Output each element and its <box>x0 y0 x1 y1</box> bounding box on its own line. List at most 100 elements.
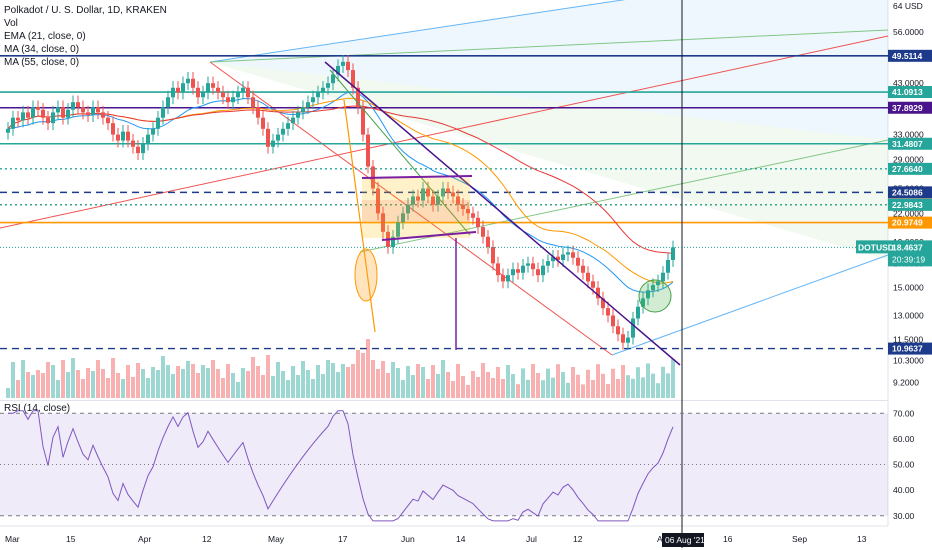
price-tick-label: 64 USD <box>893 1 923 11</box>
candle-body <box>436 196 440 205</box>
candle-body <box>331 74 335 84</box>
candle-body <box>391 236 395 247</box>
volume-bar <box>456 364 460 398</box>
volume-bar <box>436 374 440 398</box>
candle-body <box>136 146 140 154</box>
volume-bar <box>166 365 170 398</box>
legend-title: Polkadot / U. S. Dollar, 1D, KRAKEN <box>4 5 167 16</box>
volume-bar <box>246 371 250 398</box>
volume-bar <box>161 356 165 398</box>
volume-bar <box>481 363 485 398</box>
candle-body <box>396 222 400 237</box>
volume-bar <box>391 362 395 398</box>
volume-bar <box>226 364 230 398</box>
volume-bar <box>536 373 540 398</box>
volume-bar <box>216 369 220 398</box>
candle-body <box>66 109 70 118</box>
flag-bottom-line <box>381 231 477 241</box>
orange-projection-line <box>343 99 376 333</box>
current-price-text: 18.4637 <box>892 242 923 252</box>
candle-body <box>411 196 415 205</box>
volume-bar <box>101 369 105 398</box>
candle-body <box>141 143 145 154</box>
volume-bar <box>356 350 360 398</box>
candle-body <box>56 107 60 113</box>
level-price-tag <box>888 101 932 114</box>
volume-bar <box>671 359 675 398</box>
volume-bar <box>21 360 25 398</box>
time-tick-label: 16 <box>723 534 733 544</box>
candle-body <box>286 123 290 129</box>
candle-body <box>291 117 295 124</box>
candle-body <box>216 87 220 93</box>
candle-body <box>176 87 180 93</box>
volume-bar <box>181 369 185 398</box>
volume-bar <box>271 376 275 398</box>
candle-body <box>26 112 30 118</box>
consolidation-box-inner <box>362 200 470 222</box>
level-price-text: 31.4807 <box>892 139 923 149</box>
candle-body <box>226 97 230 103</box>
candle-body <box>146 134 150 144</box>
candle-body <box>491 246 495 264</box>
volume-bar <box>661 366 665 398</box>
candle-body <box>21 112 25 121</box>
countdown-text: 20:39:19 <box>892 254 925 264</box>
candle-body <box>496 263 500 276</box>
volume-bar <box>81 379 85 398</box>
volume-bar <box>51 365 55 398</box>
candle-body <box>196 87 200 98</box>
candle-body <box>666 260 670 273</box>
candle-body <box>116 134 120 141</box>
level-price-tag <box>888 86 932 99</box>
candle-body <box>486 236 490 247</box>
candle-body <box>471 213 475 218</box>
volume-bar <box>36 370 40 398</box>
volume-bar <box>511 374 515 398</box>
volume-bar <box>116 373 120 398</box>
volume-bar <box>261 375 265 398</box>
candle-body <box>646 290 650 299</box>
candle-body <box>401 213 405 223</box>
volume-bar <box>176 366 180 398</box>
candle-body <box>536 269 540 276</box>
candle-body <box>211 83 215 88</box>
volume-bar <box>236 382 240 398</box>
candle-body <box>406 204 410 214</box>
candle-body <box>296 112 300 118</box>
candle-body <box>656 281 660 286</box>
volume-bar <box>111 358 115 398</box>
time-tick-label: 13 <box>857 534 867 544</box>
candle-body <box>96 107 100 113</box>
volume-bar <box>381 361 385 398</box>
candle-body <box>546 261 550 266</box>
volume-bar <box>466 385 470 398</box>
candle-body <box>506 275 510 282</box>
time-tick-label: May <box>268 534 285 544</box>
candle-body <box>541 265 545 276</box>
volume-bar <box>546 368 550 398</box>
fan-line-green <box>209 29 889 63</box>
volume-bar <box>221 378 225 398</box>
volume-bar <box>601 373 605 398</box>
candle-body <box>596 287 600 299</box>
highlight-ellipse-green <box>638 279 672 313</box>
candle-body <box>671 247 675 261</box>
volume-bar <box>531 364 535 398</box>
candle-body <box>181 83 185 93</box>
volume-bar <box>61 360 65 398</box>
volume-bar <box>386 373 390 398</box>
candle-body <box>516 269 520 273</box>
candle-body <box>376 188 380 214</box>
level-price-text: 24.5086 <box>892 187 923 197</box>
candle-body <box>306 102 310 108</box>
volume-bar <box>126 365 130 398</box>
volume-bar <box>41 373 45 398</box>
fan-line-top <box>209 0 626 63</box>
volume-bar <box>596 364 600 398</box>
volume-bar <box>96 360 100 398</box>
volume-bar <box>616 379 620 398</box>
volume-bar <box>106 378 110 398</box>
fan-line-red <box>0 35 889 229</box>
